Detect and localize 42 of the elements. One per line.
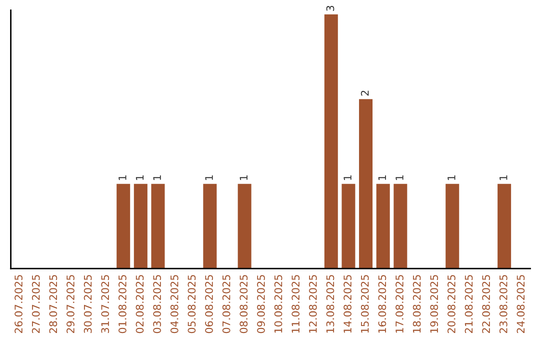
data-label: 1: [205, 175, 213, 180]
x-tick-label: 02.08.2025: [136, 275, 144, 334]
x-tick-label: 18.08.2025: [412, 275, 421, 333]
x-tick-label: 31.07.2025: [101, 275, 110, 334]
x-tick-label: 04.08.2025: [170, 275, 178, 334]
x-tick-label: 27.07.2025: [32, 275, 40, 334]
x-tick-label: 21.08.2025: [464, 275, 473, 334]
data-label: 1: [448, 175, 456, 180]
x-tick-label: 17.08.2025: [396, 275, 404, 333]
x-tick-label: 19.08.2025: [430, 275, 438, 333]
x-tick-label: 23.08.2025: [499, 275, 508, 334]
x-tick-label: 10.08.2025: [274, 275, 282, 333]
data-label: 1: [118, 175, 126, 180]
data-label: 1: [136, 175, 144, 180]
x-tick-label: 08.08.2025: [240, 275, 248, 334]
x-tick-label: 22.08.2025: [482, 275, 490, 334]
x-tick-label: 12.08.2025: [308, 275, 317, 333]
x-tick-label: 15.08.2025: [360, 275, 369, 333]
data-label: 1: [378, 175, 386, 180]
x-tick-label: 29.07.2025: [66, 275, 74, 334]
x-tick-label: 07.08.2025: [222, 275, 230, 334]
x-tick-label: 05.08.2025: [188, 275, 196, 334]
x-tick-label: 30.07.2025: [84, 275, 92, 334]
data-label: 1: [240, 175, 248, 180]
data-label: 3: [326, 6, 334, 11]
data-label: 2: [360, 90, 369, 96]
data-label: 1: [344, 175, 352, 180]
data-label: 1: [500, 175, 508, 180]
x-tick-label: 09.08.2025: [257, 275, 265, 334]
x-tick-label: 06.08.2025: [205, 275, 213, 334]
data-label: 1: [153, 175, 161, 180]
x-tick-label: 14.08.2025: [344, 275, 352, 333]
x-tick-label: 20.08.2025: [448, 275, 456, 334]
x-tick-label: 28.07.2025: [49, 275, 58, 334]
x-tick-label: 03.08.2025: [153, 275, 162, 334]
x-tick-label: 16.08.2025: [378, 275, 386, 333]
data-label: 1: [396, 175, 404, 180]
x-tick-label: 26.07.2025: [14, 275, 22, 334]
x-tick-label: 01.08.2025: [118, 275, 126, 334]
x-tick-label: 13.08.2025: [326, 275, 334, 333]
x-tick-label: 24.08.2025: [516, 275, 525, 334]
x-tick-label: 11.08.2025: [292, 275, 300, 333]
